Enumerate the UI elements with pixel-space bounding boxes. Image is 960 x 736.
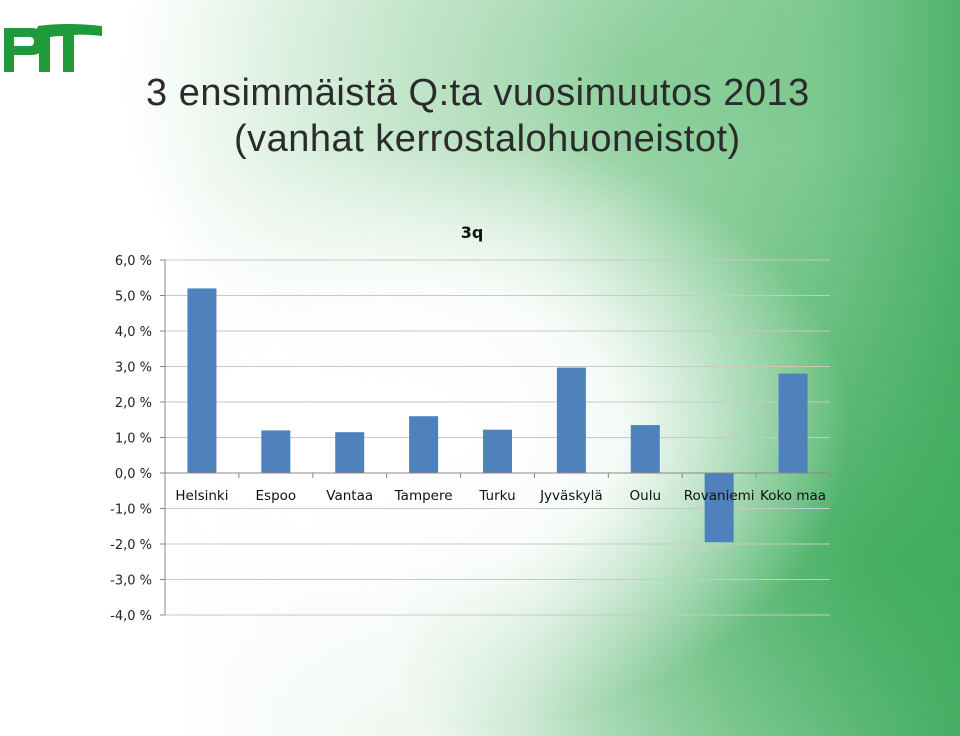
y-tick-label: 3,0 % [115,361,152,376]
x-category-label: Rovaniemi [684,488,755,504]
y-tick-label: 1,0 % [115,432,152,447]
bar-helsinki [187,288,217,473]
x-axis-labels: Helsinki Espoo Vantaa Tampere Turku Jyväskylä… [165,472,831,504]
y-tick-label: -3,0 % [110,574,152,589]
x-category-label: Turku [478,488,515,504]
bar-rovaniemi [704,473,734,543]
bar-koko-maa [778,373,808,473]
bar-turku [483,429,512,473]
y-tick-label: 6,0 % [115,254,152,269]
bar-jyv-skyl- [556,367,586,473]
y-tick-label: -2,0 % [110,538,152,553]
slide-title-line1: 3 ensimmäistä Q:ta vuosimuutos 2013 [146,72,810,114]
y-axis: 6,0 % 5,0 % 4,0 % 3,0 % 2,0 % 1,0 % 0,0 % -1,0 … [110,254,166,624]
slide-title-line2: (vanhat kerrostalohuoneistot) [234,118,741,160]
y-tick-label: 2,0 % [115,396,152,411]
bars [187,288,808,543]
y-tick-label: -1,0 % [110,503,152,518]
bar-espoo [261,430,291,473]
ptt-logo [4,24,102,72]
chart-title: 3q [461,223,484,242]
y-tick-label: 0,0 % [115,467,152,482]
x-category-label: Jyväskylä [539,488,603,504]
bar-oulu [630,425,660,473]
y-tick-label: 5,0 % [115,290,152,305]
x-category-label: Oulu [630,488,662,504]
x-category-label: Vantaa [326,488,373,504]
y-tick-label: -4,0 % [110,609,152,624]
x-category-label: Tampere [394,488,453,504]
bar-tampere [409,416,439,473]
x-category-label: Koko maa [760,488,826,504]
slide-title: 3 ensimmäistä Q:ta vuosimuutos 2013 (van… [146,70,926,162]
y-tick-label: 4,0 % [115,325,152,340]
x-category-label: Espoo [256,488,297,504]
x-category-label: Helsinki [175,488,228,504]
bar-vantaa [335,432,365,473]
